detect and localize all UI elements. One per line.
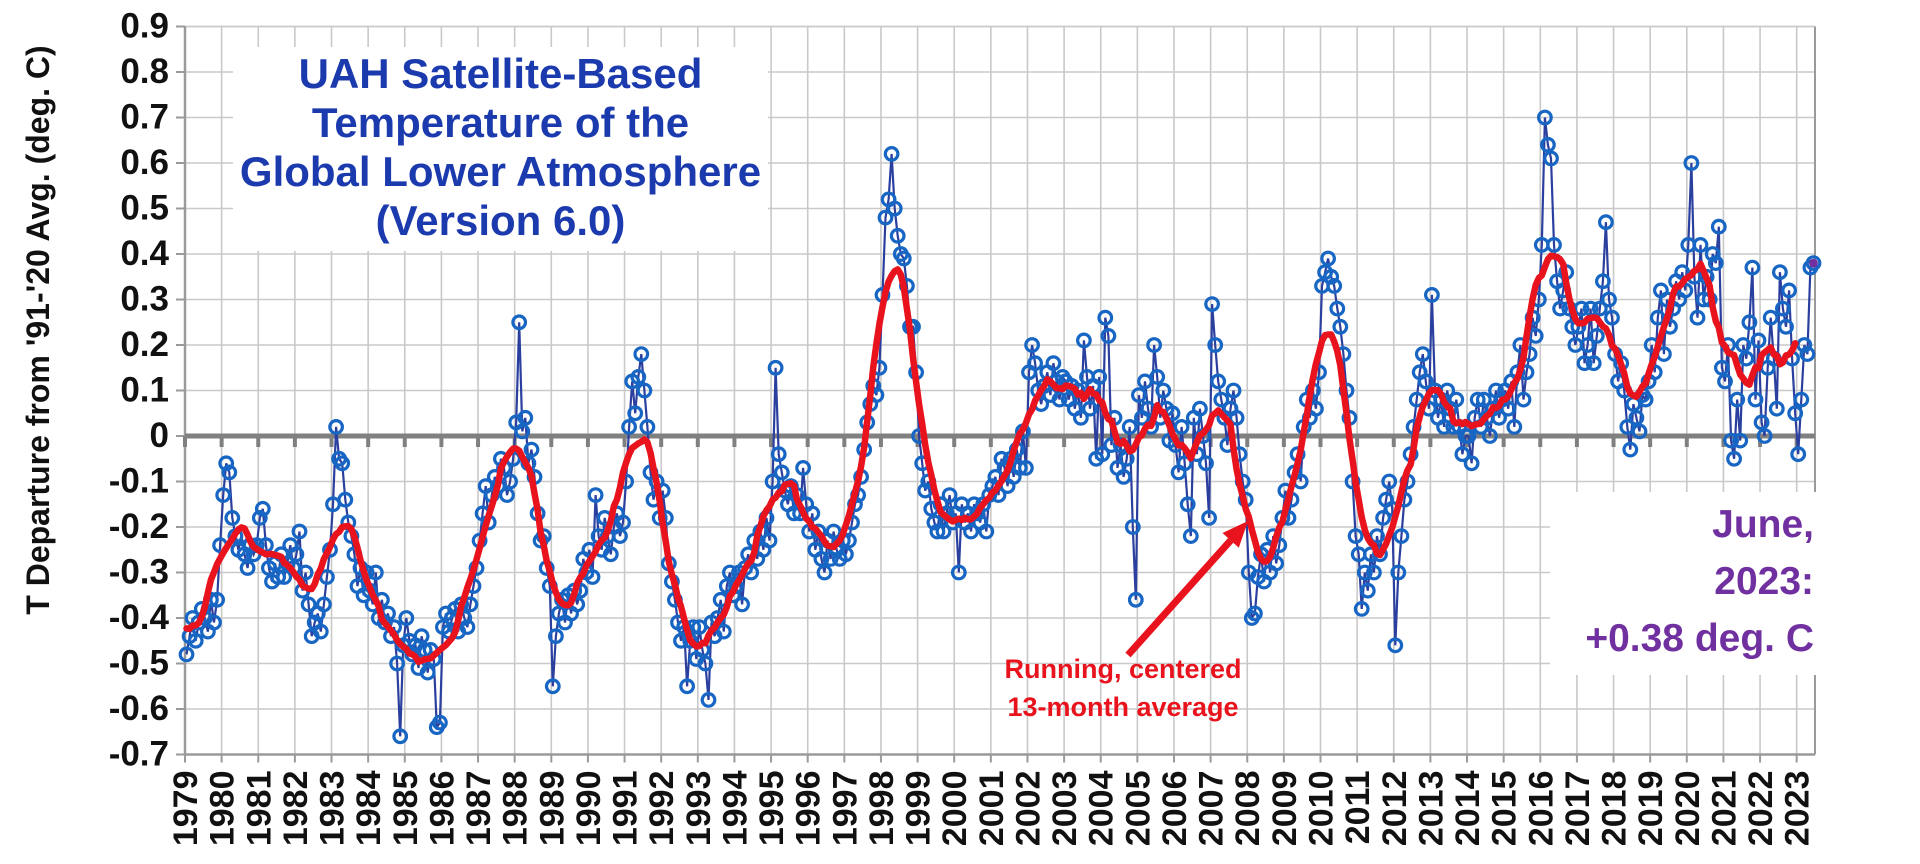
smoother-annotation-line-2: 13-month average (1007, 692, 1239, 722)
svg-text:1987: 1987 (460, 771, 498, 847)
svg-text:-0.4: -0.4 (109, 598, 170, 637)
chart-title-line-3: Global Lower Atmosphere (239, 148, 762, 195)
svg-text:0: 0 (150, 416, 169, 455)
svg-text:-0.6: -0.6 (109, 689, 169, 728)
svg-text:2000: 2000 (936, 771, 974, 847)
y-tick-labels: 0.9 0.8 0.7 0.6 0.5 0.4 0.3 0.2 0.1 0 -0.1 -0.2 -0.3… (109, 7, 170, 774)
svg-text:-0.7: -0.7 (109, 735, 169, 774)
svg-text:1996: 1996 (790, 771, 828, 847)
svg-text:1993: 1993 (680, 771, 718, 847)
svg-text:2005: 2005 (1119, 771, 1157, 847)
axes-and-borders (176, 25, 1816, 763)
svg-text:2016: 2016 (1522, 771, 1560, 847)
svg-text:0.3: 0.3 (120, 280, 169, 319)
svg-text:0.5: 0.5 (120, 189, 169, 228)
latest-value-annotation: June, 2023: +0.38 deg. C (1550, 492, 1820, 675)
smoother-annotation-line-1: Running, centered (1004, 654, 1242, 684)
svg-text:0.7: 0.7 (120, 98, 169, 137)
svg-text:1986: 1986 (423, 771, 461, 847)
svg-text:1985: 1985 (387, 771, 425, 847)
svg-text:2004: 2004 (1083, 770, 1121, 846)
latest-value-line-1: June, (1712, 503, 1814, 546)
svg-text:2012: 2012 (1376, 771, 1414, 847)
y-axis-title: T Departure from '91-'20 Avg. (deg. C) (20, 45, 56, 615)
svg-text:2002: 2002 (1009, 771, 1047, 847)
svg-text:-0.5: -0.5 (109, 644, 169, 683)
latest-value-line-3: +0.38 deg. C (1585, 617, 1814, 660)
annotation-arrow (1125, 521, 1248, 658)
svg-text:2015: 2015 (1486, 771, 1524, 847)
svg-text:-0.2: -0.2 (109, 507, 169, 546)
svg-text:1989: 1989 (533, 771, 571, 847)
svg-text:1980: 1980 (204, 771, 242, 847)
svg-text:0.9: 0.9 (120, 7, 169, 46)
svg-text:2018: 2018 (1596, 771, 1634, 847)
svg-text:2019: 2019 (1632, 771, 1670, 847)
svg-text:1981: 1981 (240, 771, 278, 847)
svg-text:2014: 2014 (1449, 770, 1487, 846)
svg-text:0.8: 0.8 (120, 52, 169, 91)
svg-text:1998: 1998 (863, 771, 901, 847)
svg-text:1994: 1994 (716, 770, 754, 846)
svg-text:1982: 1982 (277, 771, 315, 847)
svg-text:2017: 2017 (1559, 771, 1597, 847)
svg-text:2003: 2003 (1046, 771, 1084, 847)
svg-text:-0.3: -0.3 (109, 553, 169, 592)
svg-text:-0.1: -0.1 (109, 462, 169, 501)
latest-value-line-2: 2023: (1714, 560, 1814, 603)
svg-text:0.4: 0.4 (120, 234, 169, 273)
svg-text:0.1: 0.1 (120, 371, 169, 410)
svg-text:1984: 1984 (350, 770, 388, 846)
svg-text:2001: 2001 (973, 771, 1011, 847)
svg-text:1997: 1997 (826, 771, 864, 847)
running-average-line (183, 252, 1799, 666)
svg-text:2009: 2009 (1266, 771, 1304, 847)
svg-text:2020: 2020 (1669, 771, 1707, 847)
zero-line (183, 433, 1815, 447)
svg-text:2011: 2011 (1339, 771, 1377, 845)
horizontal-gridlines (185, 25, 1815, 710)
svg-text:1999: 1999 (900, 771, 938, 847)
latest-point-marker (1809, 258, 1818, 268)
x-tick-labels: 1979198019811982198319841985198619871988… (167, 770, 1817, 846)
smoother-annotation: Running, centered 13-month average (996, 650, 1250, 726)
svg-text:2023: 2023 (1779, 771, 1817, 847)
chart-title-line-1: UAH Satellite-Based (298, 50, 703, 97)
svg-text:0.6: 0.6 (120, 143, 169, 182)
svg-text:2007: 2007 (1193, 771, 1231, 847)
svg-text:1992: 1992 (643, 771, 681, 847)
svg-text:2021: 2021 (1705, 771, 1743, 847)
svg-text:1990: 1990 (570, 771, 608, 847)
chart-title: UAH Satellite-Based Temperature of the G… (233, 47, 768, 251)
svg-text:0.2: 0.2 (120, 325, 169, 364)
chart-title-line-2: Temperature of the (311, 99, 690, 146)
chart-title-line-4: (Version 6.0) (375, 197, 626, 244)
svg-text:2006: 2006 (1156, 771, 1194, 847)
svg-text:1995: 1995 (753, 771, 791, 847)
svg-text:1991: 1991 (607, 771, 645, 847)
svg-text:2022: 2022 (1742, 771, 1780, 847)
svg-text:2013: 2013 (1412, 771, 1450, 847)
svg-text:1979: 1979 (167, 771, 205, 847)
svg-text:2008: 2008 (1229, 771, 1267, 847)
svg-text:1988: 1988 (497, 771, 535, 847)
svg-text:1983: 1983 (314, 771, 352, 847)
svg-text:2010: 2010 (1303, 771, 1341, 847)
